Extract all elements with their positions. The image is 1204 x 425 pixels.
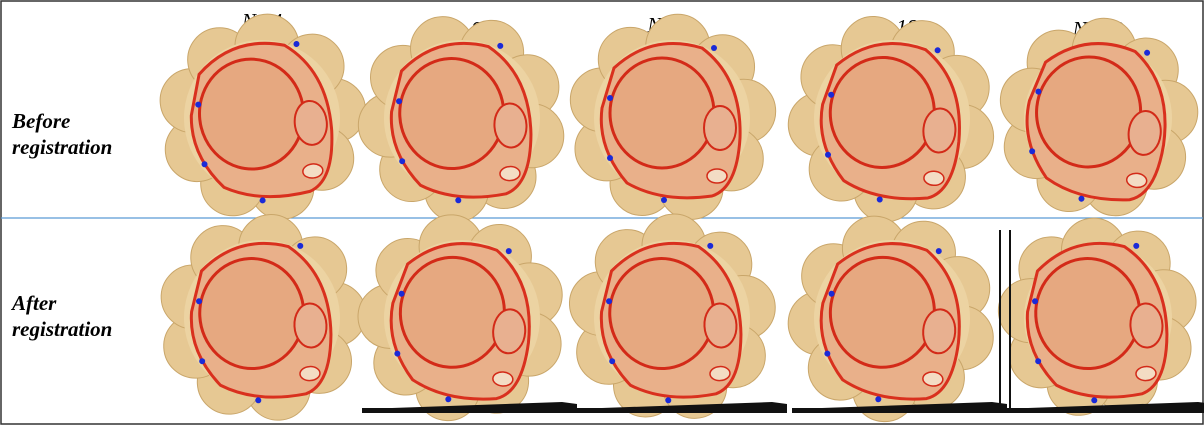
figure-canvas: No.4No.9No.11No.18No.42 bbox=[0, 0, 1204, 425]
tissue-lobe bbox=[704, 106, 736, 150]
tissue-lobe bbox=[500, 166, 521, 181]
landmark-dot bbox=[607, 155, 613, 161]
section-image bbox=[353, 11, 568, 227]
section-image bbox=[565, 209, 781, 425]
tissue-lobe bbox=[1136, 366, 1157, 381]
landmark-dot bbox=[661, 197, 667, 203]
section-image bbox=[782, 211, 1001, 425]
section-image bbox=[989, 8, 1204, 224]
landmark-dot bbox=[607, 95, 613, 101]
tissue-lobe bbox=[922, 371, 943, 386]
tissue-lobe bbox=[492, 371, 513, 386]
section-image bbox=[157, 210, 371, 425]
tissue-lobe bbox=[610, 58, 714, 168]
section-image bbox=[783, 12, 999, 227]
tissue-lobe bbox=[300, 366, 321, 381]
section-image bbox=[351, 209, 570, 425]
tissue-lobe bbox=[924, 171, 945, 186]
figure: No.4No.9No.11No.18No.42 Before registrat… bbox=[0, 0, 1204, 425]
landmark-dot bbox=[711, 45, 717, 51]
tissue-lobe bbox=[707, 169, 727, 183]
tissue-lobe bbox=[710, 366, 731, 381]
section-image bbox=[152, 5, 376, 231]
section-image bbox=[994, 213, 1202, 419]
row-label: After registration bbox=[12, 290, 152, 342]
row-label: Before registration bbox=[12, 108, 152, 160]
section-image bbox=[570, 14, 775, 219]
